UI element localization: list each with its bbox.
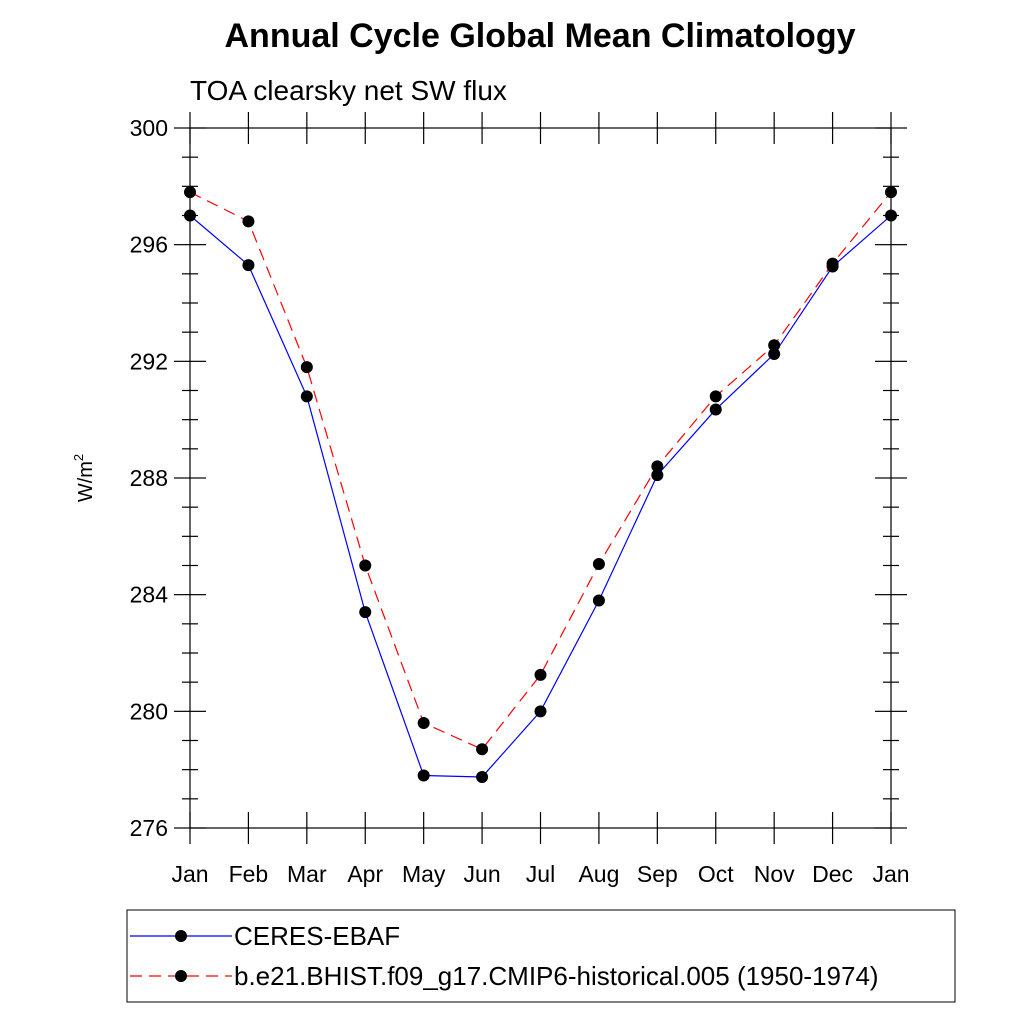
y-tick-label: 280	[130, 698, 168, 724]
series-line-1	[189, 215, 892, 778]
x-tick-label: May	[402, 861, 446, 887]
x-tick-label: Apr	[347, 861, 383, 887]
data-point-series-2	[242, 215, 255, 228]
y-axis-label-superscript: 2	[71, 454, 86, 461]
y-axis-label-text: W/m	[75, 461, 97, 502]
y-tick-label: 292	[130, 348, 168, 374]
x-tick-label: Jul	[526, 861, 555, 887]
data-point-series-2	[885, 186, 897, 199]
y-tick-label: 288	[130, 465, 168, 491]
y-tick-label: 276	[130, 815, 168, 841]
legend-marker-1	[175, 930, 187, 942]
chart-title: Annual Cycle Global Mean Climatology	[225, 17, 856, 55]
data-point-series-2	[476, 743, 489, 756]
data-point-series-2	[534, 668, 547, 681]
x-tick-label: Dec	[812, 861, 853, 887]
data-point-series-1	[885, 209, 897, 222]
data-point-series-1	[709, 403, 722, 416]
x-tick-label: Sep	[637, 861, 678, 887]
legend-label-1: CERES-EBAF	[234, 921, 400, 951]
series-line-2	[189, 191, 892, 750]
data-point-series-1	[242, 259, 255, 272]
data-point-series-1	[534, 705, 547, 718]
y-tick-label: 284	[130, 582, 169, 608]
x-tick-label: Nov	[754, 861, 795, 887]
data-point-series-1	[184, 209, 196, 222]
data-point-series-2	[826, 257, 839, 270]
x-tick-label: Oct	[698, 861, 734, 887]
data-point-series-2	[768, 339, 781, 352]
x-tick-label: Jan	[171, 861, 208, 887]
y-tick-label: 296	[130, 232, 168, 258]
data-point-series-1	[651, 469, 664, 482]
x-tick-label: Jun	[464, 861, 501, 887]
legend-label-2: b.e21.BHIST.f09_g17.CMIP6-historical.005…	[234, 961, 879, 991]
x-tick-label: Jan	[872, 861, 909, 887]
data-point-series-1	[476, 770, 489, 783]
x-tick-labels: Jan Feb Mar Apr May Jun Jul Aug Sep Oct Nov Dec Jan	[171, 861, 909, 887]
data-point-series-1	[359, 606, 372, 619]
plot-frame	[189, 127, 892, 829]
data-point-series-2	[359, 559, 372, 572]
data-point-series-2	[709, 390, 722, 403]
data-point-series-2	[651, 460, 664, 473]
data-point-series-2	[184, 186, 196, 199]
y-axis-label: W/m2	[71, 454, 97, 502]
data-point-series-1	[300, 390, 313, 403]
data-point-series-1	[592, 594, 605, 607]
chart-subtitle: TOA clearsky net SW flux	[190, 75, 507, 106]
data-point-series-1	[768, 348, 781, 361]
legend: CERES-EBAF b.e21.BHIST.f09_g17.CMIP6-hist…	[126, 909, 956, 1003]
data-point-series-2	[300, 361, 313, 374]
data-point-series-1	[417, 769, 430, 782]
y-tick-labels: 276 280 284 288 292 296 300	[130, 115, 169, 841]
x-tick-label: Feb	[229, 861, 269, 887]
axis-ticks	[174, 112, 907, 844]
y-tick-label: 300	[130, 115, 168, 141]
data-point-series-2	[592, 558, 605, 571]
x-tick-label: Mar	[287, 861, 327, 887]
y-axis-label-group: W/m2	[71, 454, 97, 502]
legend-marker-2	[175, 970, 187, 982]
x-tick-label: Aug	[578, 861, 619, 887]
legend-box	[126, 909, 956, 1003]
series-lines	[189, 191, 892, 778]
data-point-series-2	[417, 717, 430, 729]
series-markers	[184, 186, 897, 783]
